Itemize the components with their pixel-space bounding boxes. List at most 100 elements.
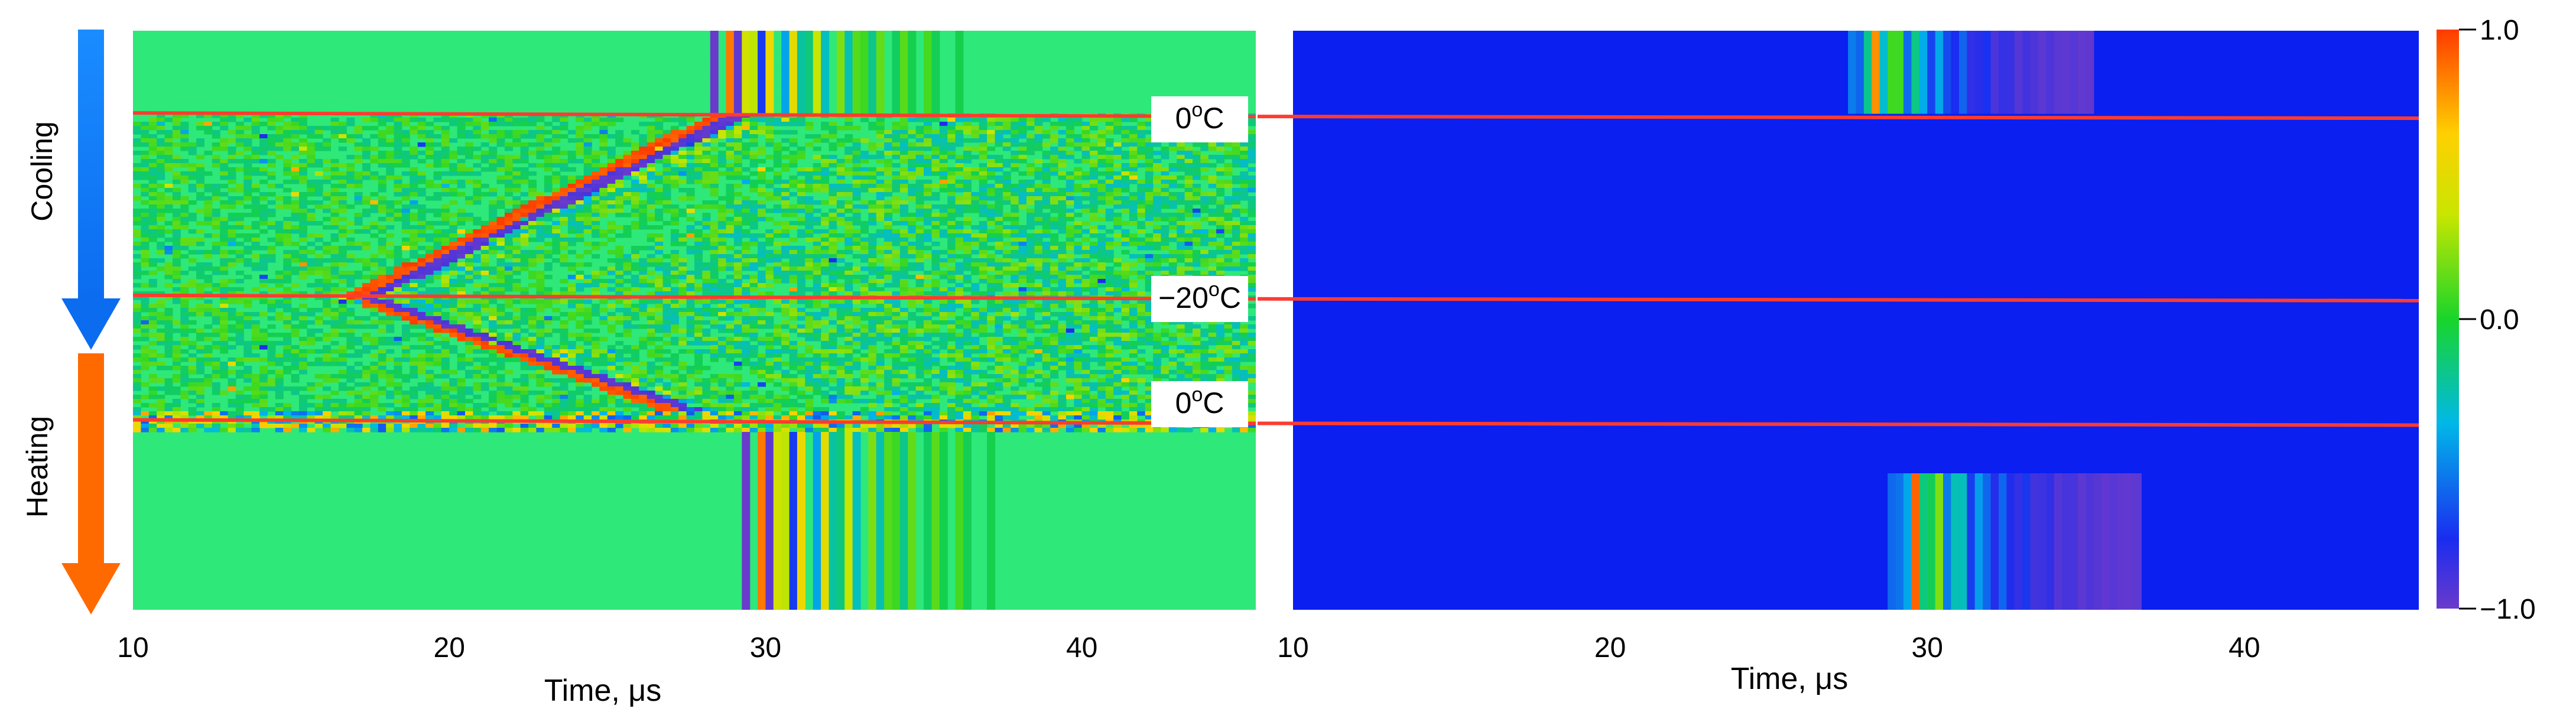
heatmap-cell [235,134,244,139]
heatmap-cell [1026,283,1035,288]
heatmap-cell [196,184,204,188]
heatmap-cell [710,126,719,131]
heatmap-cell [670,262,679,267]
heatmap-cell [1248,196,1256,201]
heatmap-cell [196,238,204,242]
heatmap-cell [1113,142,1122,147]
heatmap-cell [283,287,292,292]
heatmap-cell [931,47,940,52]
heatmap-cell [860,101,869,106]
heatmap-cell [323,246,332,251]
heatmap-cell [924,35,932,40]
heatmap-cell [931,266,940,271]
heatmap-cell [536,283,545,288]
heatmap-cell [552,200,561,205]
heatmap-cell [908,192,917,197]
heatmap-cell [528,171,537,176]
heatmap-cell [489,221,498,226]
heatmap-cell [1224,196,1233,201]
heatmap-cell [686,271,695,275]
heatmap-cell [860,43,869,48]
heatmap-cell [148,283,157,288]
heatmap-cell [235,258,244,263]
heatmap-cell [639,262,648,267]
heatmap-cell [1224,262,1233,267]
heatmap-cell [718,246,727,251]
heatmap-cell [204,188,213,193]
heatmap-cell [496,217,505,222]
heatmap-cell [220,204,229,209]
heatmap-cell [710,238,719,242]
heatmap-cell [742,283,751,288]
heatmap-cell [670,167,679,172]
heatmap-cell [307,130,316,135]
heatmap-cell [599,283,608,288]
heatmap-cell [401,279,410,284]
heatmap-cell [567,213,576,217]
heatmap-cell [362,163,371,168]
heatmap-cell [251,122,260,126]
heatmap-cell [892,204,901,209]
heatmap-cell [164,221,173,226]
heatmap-cell [1184,155,1193,160]
heatmap-cell [220,262,229,267]
heatmap-cell [599,167,608,172]
heatmap-cell [1145,138,1154,143]
heatmap-cell [228,188,236,193]
heatmap-cell [805,31,814,35]
heatmap-cell [749,138,758,143]
heatmap-cell [401,266,410,271]
heatmap-cell [836,287,845,292]
heatmap-cell [1121,283,1130,288]
heatmap-cell [702,167,711,172]
heatmap-cell [133,184,141,188]
heatmap-cell [133,163,141,168]
heatmap-cell [947,271,956,275]
heatmap-cell [710,192,719,197]
heatmap-cell [655,175,664,180]
heatmap-cell [552,238,561,242]
heatmap-cell [1026,180,1035,184]
heatmap-cell [275,113,284,118]
heatmap-cell [836,254,845,259]
heatmap-cell [939,213,948,217]
heatmap-cell [995,122,1003,126]
heatmap-cell [1248,204,1256,209]
heatmap-cell [733,254,742,259]
heatmap-cell [1058,217,1067,222]
heatmap-cell [338,175,347,180]
heatmap-cell [797,80,805,85]
heatmap-cell [1058,225,1067,230]
heatmap-cell [805,97,814,102]
heatmap-cell [1050,147,1059,151]
heatmap-cell [694,258,703,263]
heatmap-cell [702,275,711,279]
heatmap-cell [749,155,758,160]
heatmap-cell [267,184,276,188]
heatmap-cell [1050,163,1059,168]
heatmap-cell [1240,175,1249,180]
heatmap-cell [836,68,845,73]
heatmap-cell [1121,163,1130,168]
heatmap-cell [781,155,790,160]
heatmap-cell [401,192,410,197]
heatmap-cell [425,163,434,168]
heatmap-cell [212,188,220,193]
heatmap-cell [314,204,323,209]
heatmap-cell [1161,217,1170,222]
heatmap-cell [401,242,410,246]
heatmap-cell [670,171,679,176]
heatmap-cell [1145,258,1154,263]
heatmap-cell [797,39,805,44]
heatmap-cell [354,134,363,139]
heatmap-cell [1248,271,1256,275]
heatmap-cell [267,113,276,118]
heatmap-cell [884,242,893,246]
heatmap-cell [410,217,418,222]
heatmap-cell [781,242,790,246]
heatmap-cell [410,262,418,267]
heatmap-cell [528,180,537,184]
heatmap-cell [655,262,664,267]
heatmap-cell [1042,266,1051,271]
heatmap-cell [939,171,948,176]
